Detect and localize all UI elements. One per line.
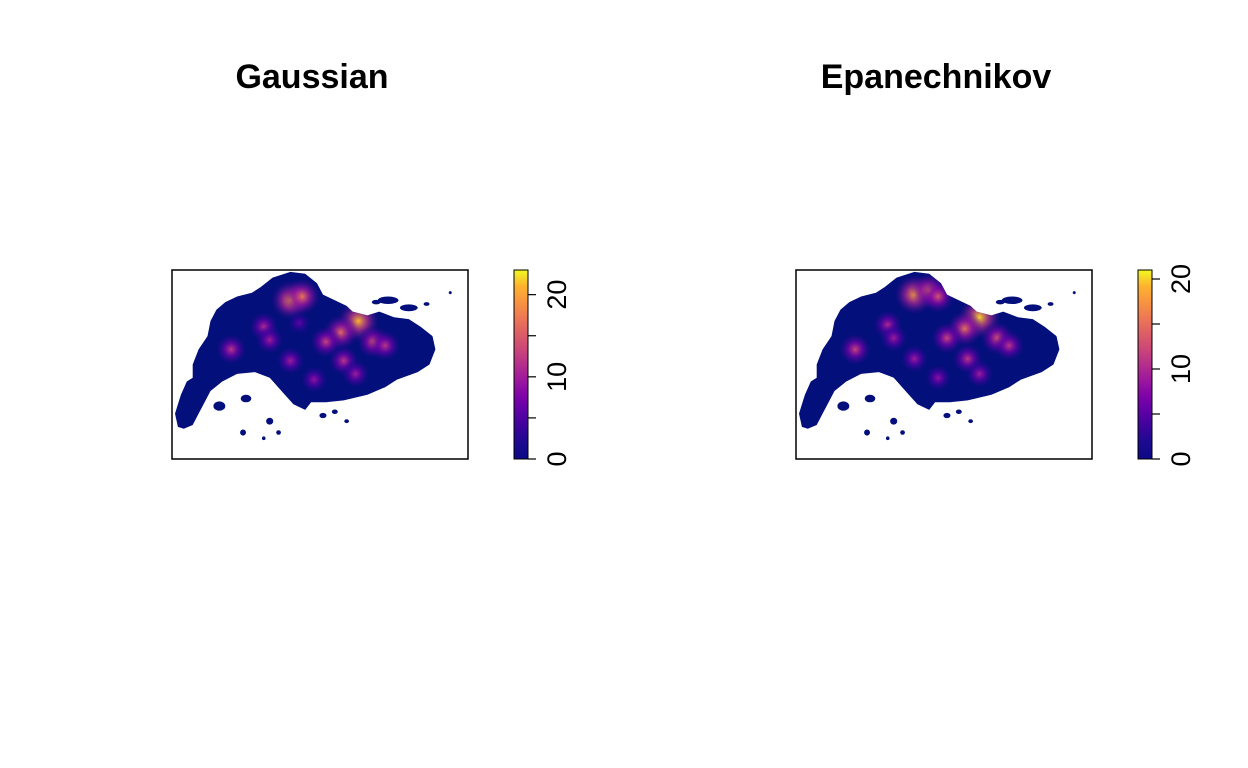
island	[266, 417, 274, 425]
legend-colorbar	[1137, 269, 1153, 460]
legend-tick-label: 0	[1166, 451, 1196, 466]
island	[864, 429, 870, 436]
hotspot	[924, 364, 952, 392]
land-area	[175, 271, 436, 429]
chart-title: Epanechnikov	[820, 58, 1052, 96]
legend-tick-label: 10	[542, 362, 572, 392]
island	[261, 436, 266, 441]
island	[377, 296, 399, 305]
plot-frame	[171, 269, 469, 460]
hotspot	[921, 279, 955, 314]
island	[968, 419, 974, 424]
island	[1072, 291, 1076, 295]
hotspot	[255, 325, 284, 355]
island	[890, 417, 898, 425]
island	[955, 409, 962, 415]
hotspot	[276, 346, 305, 375]
island	[240, 394, 252, 403]
panel-epanechnikov: Epanechnikov 0 10 20	[624, 0, 1248, 768]
legend-tick-label: 20	[542, 280, 572, 310]
hotspot	[900, 344, 929, 373]
island	[240, 429, 246, 436]
hotspot	[300, 366, 328, 394]
density-hotspots	[839, 272, 1025, 392]
panel-gaussian: Gaussian 0 10 20	[171, 58, 572, 467]
legend-tick-label: 0	[542, 451, 572, 466]
island	[900, 430, 905, 435]
island	[319, 412, 327, 419]
legend-colorbar	[513, 269, 529, 460]
hotspot	[930, 322, 963, 355]
island	[864, 394, 876, 403]
legend-tick-label: 20	[1166, 264, 1196, 294]
island	[344, 419, 350, 424]
island	[423, 302, 430, 306]
density-hotspots	[215, 278, 401, 394]
density-map-gaussian: 0 10 20	[171, 269, 572, 467]
island	[1047, 302, 1054, 306]
chart-title: Gaussian	[235, 58, 389, 96]
plot-frame	[795, 269, 1093, 460]
island	[837, 401, 850, 411]
hotspot	[369, 330, 401, 361]
hotspot	[283, 278, 321, 315]
hotspot	[965, 359, 994, 388]
island	[943, 412, 951, 419]
hotspot	[341, 359, 370, 389]
island	[448, 291, 452, 295]
island	[1023, 304, 1042, 312]
hotspot	[287, 311, 311, 335]
land-area	[799, 271, 1060, 429]
hotspot	[993, 330, 1025, 361]
hotspot	[879, 324, 908, 353]
island	[331, 409, 338, 415]
island	[1001, 296, 1023, 305]
island	[995, 299, 1005, 305]
island	[276, 430, 281, 435]
island	[885, 436, 890, 441]
density-map-epanechnikov: 0 10 20	[795, 264, 1196, 467]
island	[399, 304, 418, 312]
island	[213, 401, 226, 411]
hotspot	[215, 334, 247, 365]
island	[371, 299, 381, 305]
legend-tick-label: 10	[1166, 354, 1196, 384]
hotspot	[839, 333, 872, 366]
